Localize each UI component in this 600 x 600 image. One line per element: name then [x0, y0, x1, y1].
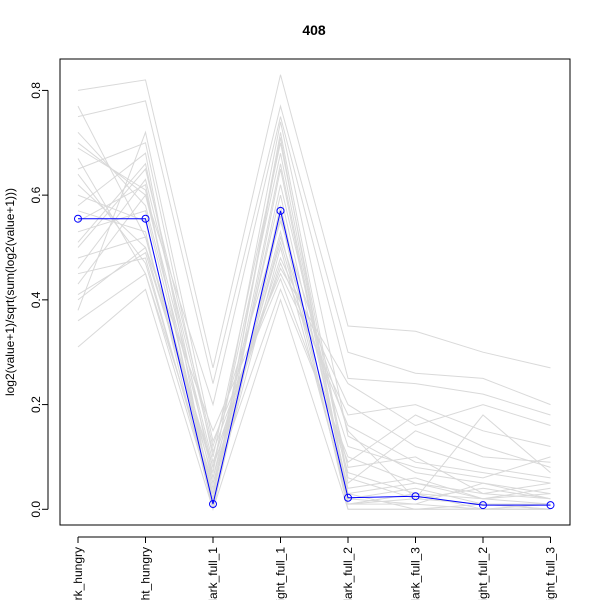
- background-series-line: [77, 74, 551, 369]
- highlight-series-point: [276, 206, 285, 215]
- y-tick-label: 0.6: [29, 186, 43, 203]
- y-tick-label: 0.2: [29, 396, 43, 413]
- axes-group: 0.0 0.2 0.4 0.6 0.8 ark_hungry ght_hungry dark_…: [29, 82, 558, 600]
- background-series-line: [77, 163, 551, 500]
- chart-title: 408: [302, 22, 326, 38]
- background-series-line: [77, 210, 551, 510]
- background-series-line: [77, 162, 551, 505]
- highlight-series-point: [479, 501, 487, 510]
- highlight-series-point: [209, 500, 217, 509]
- background-series-line: [77, 193, 551, 479]
- highlight-series-line: [78, 210, 551, 506]
- x-tick-label: light_full_2: [476, 547, 490, 600]
- x-tick-label: light_full_3: [544, 547, 558, 600]
- x-tick-label: light_full_1: [274, 547, 288, 600]
- y-axis-label: log2(value+1)/sqrt(sum(log2(value+1))): [3, 188, 17, 396]
- plot-frame: [59, 58, 571, 526]
- x-tick-label: ark_hungry: [71, 547, 85, 600]
- x-tick-label: dark_full_3: [409, 547, 423, 600]
- background-series-line: [77, 152, 551, 505]
- highlight-series-point: [411, 492, 420, 501]
- background-series-line: [77, 210, 551, 510]
- y-tick-label: 0.8: [29, 82, 43, 99]
- background-series-line: [77, 116, 551, 416]
- highlight-series-point: [546, 501, 555, 510]
- background-series-line: [77, 245, 551, 505]
- background-series-line: [77, 184, 551, 500]
- y-tick-label: 0.0: [29, 501, 43, 518]
- background-series-line: [77, 178, 551, 454]
- background-series-group: [77, 74, 551, 511]
- x-tick-label: ght_hungry: [139, 547, 153, 600]
- background-series-line: [77, 130, 551, 468]
- background-series-line: [77, 142, 551, 484]
- background-series-line: [77, 132, 551, 500]
- highlight-series-group: [74, 206, 555, 510]
- highlight-series-point: [344, 493, 352, 502]
- highlight-series-point: [74, 214, 82, 223]
- highlight-series-point: [141, 214, 150, 223]
- x-tick-label: dark_full_1: [206, 547, 220, 600]
- y-tick-label: 0.4: [29, 291, 43, 308]
- x-tick-label: dark_full_2: [341, 547, 355, 600]
- background-series-line: [77, 100, 551, 406]
- background-series-line: [77, 251, 551, 484]
